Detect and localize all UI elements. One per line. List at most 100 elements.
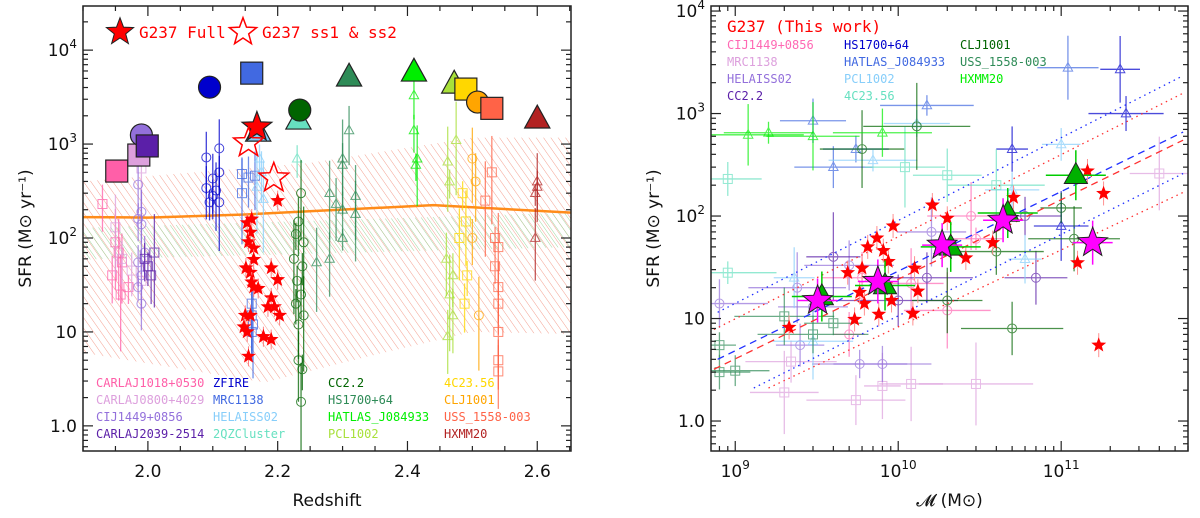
data-point-4C23.56 (711, 161, 762, 196)
data-point-HXMM20 (766, 102, 860, 171)
data-point-PCL1002 (447, 288, 459, 354)
data-point-CLJ1001 (1040, 192, 1082, 224)
data-point-HATLAS_J084933 (794, 146, 873, 189)
data-point-HS1700+64 (1100, 36, 1141, 103)
data-point-PCL1002 (450, 101, 462, 196)
g237-member-star (1080, 163, 1095, 178)
legend-label-2QZCluster: 2QZCluster (213, 427, 285, 441)
g237-member-star (246, 240, 262, 255)
point-marker (1055, 219, 1067, 230)
point-marker (204, 197, 215, 208)
legend-full-star-icon (105, 16, 135, 45)
point-marker (296, 396, 307, 407)
data-point-ZFIRE (214, 168, 225, 251)
legend-label-4C23.56: 4C23.56 (444, 376, 495, 390)
point-marker (529, 186, 541, 198)
y-tick-label-base: 10 (683, 310, 705, 330)
point-marker (722, 267, 733, 278)
legend-label-g237-full: G237 Full (139, 23, 226, 42)
legend-title-g237: G237 (This work) (727, 17, 881, 36)
g237-member-star (256, 328, 271, 343)
data-point-CARLAJ1018+0530 (115, 254, 126, 352)
y-tick-label-exponent: 3 (697, 101, 705, 115)
point-marker (991, 180, 1002, 191)
point-marker (330, 197, 342, 208)
legend-label-HXMM20: HXMM20 (444, 427, 487, 441)
point-marker (136, 219, 147, 230)
point-marker (467, 153, 478, 164)
data-point-4C23.56 (711, 261, 777, 285)
point-marker (722, 173, 733, 184)
g237-member-star (958, 250, 974, 265)
y-tick-label: 1.0 (678, 412, 705, 432)
data-point-HS1700+64 (311, 227, 323, 312)
point-marker (133, 213, 144, 224)
x-tick-label-base: 10 (1043, 462, 1065, 482)
data-point-USS_1558-003 (493, 345, 504, 409)
point-marker (906, 378, 917, 389)
point-marker (486, 167, 497, 178)
g237-member-star (244, 274, 260, 289)
point-marker (136, 270, 147, 281)
y-tick-label-base: 1.0 (50, 417, 77, 437)
data-point-HXMM20 (711, 104, 804, 166)
point-marker (349, 207, 362, 218)
data-point-HATLAS_J084933 (880, 95, 974, 116)
point-marker (1006, 142, 1018, 153)
data-point-CARLAJ0800+4029 (116, 241, 127, 285)
y-tick-label-exponent: 4 (69, 37, 77, 51)
data-point-ZFIRE (211, 162, 222, 231)
point-marker (786, 356, 797, 367)
point-marker (906, 278, 917, 289)
point-marker (714, 298, 725, 309)
data-point-4C23.56 (947, 149, 1045, 222)
g237-member-star (907, 260, 922, 275)
y-tick-label: 10 (55, 323, 77, 343)
g237-member-star (241, 348, 256, 363)
point-marker (867, 154, 879, 165)
total-sfr-marker-ZFIRE (197, 75, 222, 99)
legend-label-CARLAJ0800+4029: CARLAJ0800+4029 (96, 393, 204, 407)
point-marker (1120, 107, 1132, 118)
point-marker (926, 226, 937, 237)
point-marker (493, 366, 504, 377)
point-marker (457, 188, 468, 199)
data-point-PCL1002 (442, 126, 454, 212)
data-point-HS1700+64 (996, 126, 1029, 172)
point-marker (742, 128, 754, 139)
data-point-HS1700+64 (343, 105, 355, 166)
legend-label-HATLAS_J084933: HATLAS_J084933 (328, 410, 429, 424)
data-point-HS1700+64 (324, 160, 336, 240)
point-marker (921, 99, 933, 110)
point-marker (343, 124, 355, 135)
y-tick-label: 1.0 (50, 417, 77, 437)
g237-member-star (1096, 185, 1111, 200)
data-point-USS_1558-003 (711, 332, 736, 359)
y-tick-label: 102 (48, 225, 77, 249)
g237-subsample-star (256, 160, 291, 193)
x-tick-label-base: 2.2 (264, 462, 291, 482)
data-point-MRC1138 (749, 350, 819, 435)
data-point-HS1700+64 (330, 178, 342, 242)
legend-label-CC2.2: CC2.2 (328, 376, 364, 390)
point-marker (788, 271, 800, 282)
point-marker (459, 298, 470, 309)
g237-member-star (263, 260, 279, 275)
y-tick-label-exponent: 4 (697, 0, 705, 12)
g237-member-star (880, 253, 896, 268)
legend-label-g237-ss: G237 ss1 & ss2 (262, 23, 397, 42)
g237-large-magenta-star (925, 228, 959, 259)
point-marker (529, 231, 541, 242)
point-marker (1006, 183, 1018, 194)
g237-member-star (272, 307, 287, 322)
g237-member-star (238, 260, 254, 275)
point-marker (899, 162, 910, 173)
point-marker (146, 270, 157, 281)
y-tick-label-base: 10 (48, 41, 70, 61)
point-marker (911, 121, 922, 132)
point-marker (311, 256, 323, 267)
y-tick-label-exponent: 2 (69, 225, 77, 239)
point-marker (462, 270, 473, 281)
large-triangle-marker (1063, 161, 1089, 184)
data-point-HELAISS02 (748, 252, 847, 324)
